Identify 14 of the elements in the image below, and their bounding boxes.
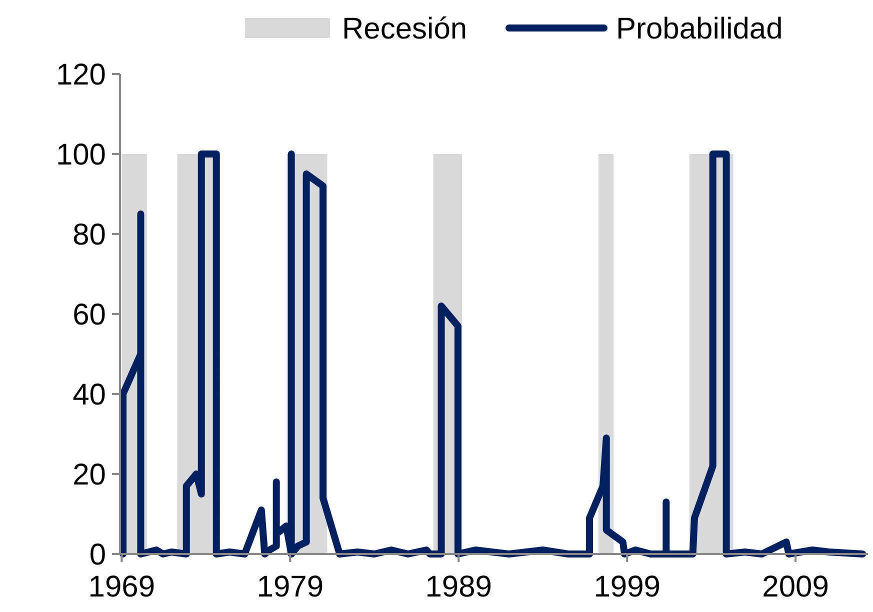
x-tick-label: 2009 xyxy=(762,570,829,604)
y-tick-label: 120 xyxy=(56,58,106,92)
y-tick-label: 80 xyxy=(72,218,106,252)
y-tick-label: 20 xyxy=(72,458,106,492)
y-tick-label: 0 xyxy=(89,538,106,572)
y-tick-label: 60 xyxy=(72,298,106,332)
y-tick-label: 100 xyxy=(56,138,106,172)
legend-label: Probabilidad xyxy=(616,12,783,46)
x-tick-label: 1989 xyxy=(425,570,492,604)
y-tick-label: 40 xyxy=(72,378,106,412)
legend-label: Recesión xyxy=(342,12,468,46)
x-tick-label: 1979 xyxy=(256,570,324,604)
x-tick-label: 1999 xyxy=(594,570,660,604)
x-tick-label: 1969 xyxy=(88,570,156,604)
